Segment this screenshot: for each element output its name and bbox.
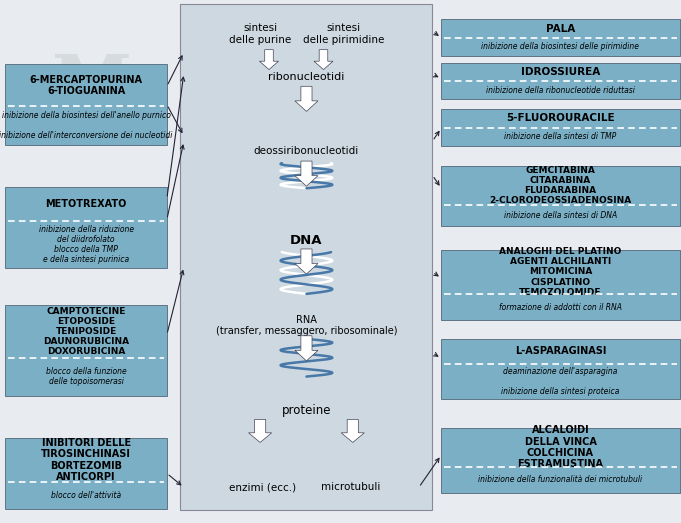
Text: blocco dell'attività: blocco dell'attività [51, 491, 121, 499]
Text: GEMCITABINA
CITARABINA
FLUDARABINA
2-CLORODEOSSIADENOSINA: GEMCITABINA CITARABINA FLUDARABINA 2-CLO… [490, 165, 631, 204]
Polygon shape [295, 86, 318, 111]
Polygon shape [249, 419, 272, 442]
Text: microtubuli: microtubuli [321, 482, 381, 493]
Bar [441, 166, 680, 226]
Bar [5, 304, 167, 396]
Text: METOTREXATO: METOTREXATO [46, 199, 127, 209]
Polygon shape [341, 419, 364, 442]
Text: inibizione della sintesi di DNA: inibizione della sintesi di DNA [504, 211, 617, 220]
Text: RNA
(transfer, messaggero, ribosominale): RNA (transfer, messaggero, ribosominale) [216, 314, 397, 336]
Text: CAMPTOTECINE
ETOPOSIDE
TENIPOSIDE
DAUNORUBICINA
DOXORUBICINA: CAMPTOTECINE ETOPOSIDE TENIPOSIDE DAUNOR… [43, 306, 129, 356]
Bar [441, 19, 680, 56]
Polygon shape [295, 336, 318, 361]
Polygon shape [295, 161, 318, 186]
Text: ALCALOIDI
DELLA VINCA
COLCHICINA
ESTRAMUSTINA: ALCALOIDI DELLA VINCA COLCHICINA ESTRAMU… [518, 425, 603, 469]
Text: inibizione della biosintesi dell'anello purnico

inibizione dell'interconversion: inibizione della biosintesi dell'anello … [0, 111, 173, 140]
Bar [180, 4, 432, 510]
Text: L-ASPARAGINASI: L-ASPARAGINASI [515, 346, 606, 356]
Text: inibizione della sintesi di TMP: inibizione della sintesi di TMP [505, 132, 616, 141]
Text: enzimi (ecc.): enzimi (ecc.) [229, 482, 296, 493]
Text: ANALOGHI DEL PLATINO
AGENTI ALCHILANTI
MITOMICINA
CISPLATINO
TEMOZOLOMIDE: ANALOGHI DEL PLATINO AGENTI ALCHILANTI M… [499, 247, 622, 297]
Text: deossiribonucleotidi: deossiribonucleotidi [254, 145, 359, 156]
Bar [5, 438, 167, 508]
Text: sintesi
delle purine: sintesi delle purine [229, 23, 291, 45]
Polygon shape [259, 50, 279, 70]
Text: sintesi
delle pirimidine: sintesi delle pirimidine [303, 23, 385, 45]
Polygon shape [314, 50, 333, 70]
Bar [5, 187, 167, 268]
Text: inibizione della ribonucleotide riduttasi: inibizione della ribonucleotide riduttas… [486, 86, 635, 95]
Bar [441, 339, 680, 399]
Text: PALA: PALA [546, 24, 575, 33]
Text: 6-MERCAPTOPURINA
6-TIOGUANINA: 6-MERCAPTOPURINA 6-TIOGUANINA [30, 75, 142, 96]
Bar [5, 64, 167, 145]
Bar [441, 109, 680, 146]
Text: 5-FLUOROURACILE: 5-FLUOROURACILE [506, 113, 615, 123]
Text: DNA: DNA [290, 234, 323, 247]
Text: ribonucleotidi: ribonucleotidi [268, 72, 345, 82]
Bar [441, 250, 680, 320]
Bar [441, 63, 680, 99]
Text: inibizione della biosintesi delle pirimidine: inibizione della biosintesi delle pirimi… [481, 42, 639, 51]
Bar [441, 428, 680, 493]
Text: inibizione della funzionalità dei microtubuli: inibizione della funzionalità dei microt… [478, 475, 643, 484]
Text: M: M [52, 51, 132, 122]
Text: blocco della funzione
delle topoisomerasi: blocco della funzione delle topoisomeras… [46, 368, 127, 386]
Text: proteine: proteine [282, 404, 331, 417]
Polygon shape [295, 249, 318, 274]
Text: IDROSSIUREA: IDROSSIUREA [521, 67, 600, 77]
Text: INIBITORI DELLE
TIROSINCHINASI
BORTEZOMIB
ANTICORPI: INIBITORI DELLE TIROSINCHINASI BORTEZOMI… [42, 438, 131, 482]
Text: deaminazione dell'asparagina

inibizione della sintesi proteica: deaminazione dell'asparagina inibizione … [501, 367, 620, 396]
Text: formazione di addotti con il RNA: formazione di addotti con il RNA [499, 303, 622, 312]
Text: inibizione della riduzione
del diidrofolato
blocco della TMP
e della sintesi pur: inibizione della riduzione del diidrofol… [39, 225, 133, 264]
